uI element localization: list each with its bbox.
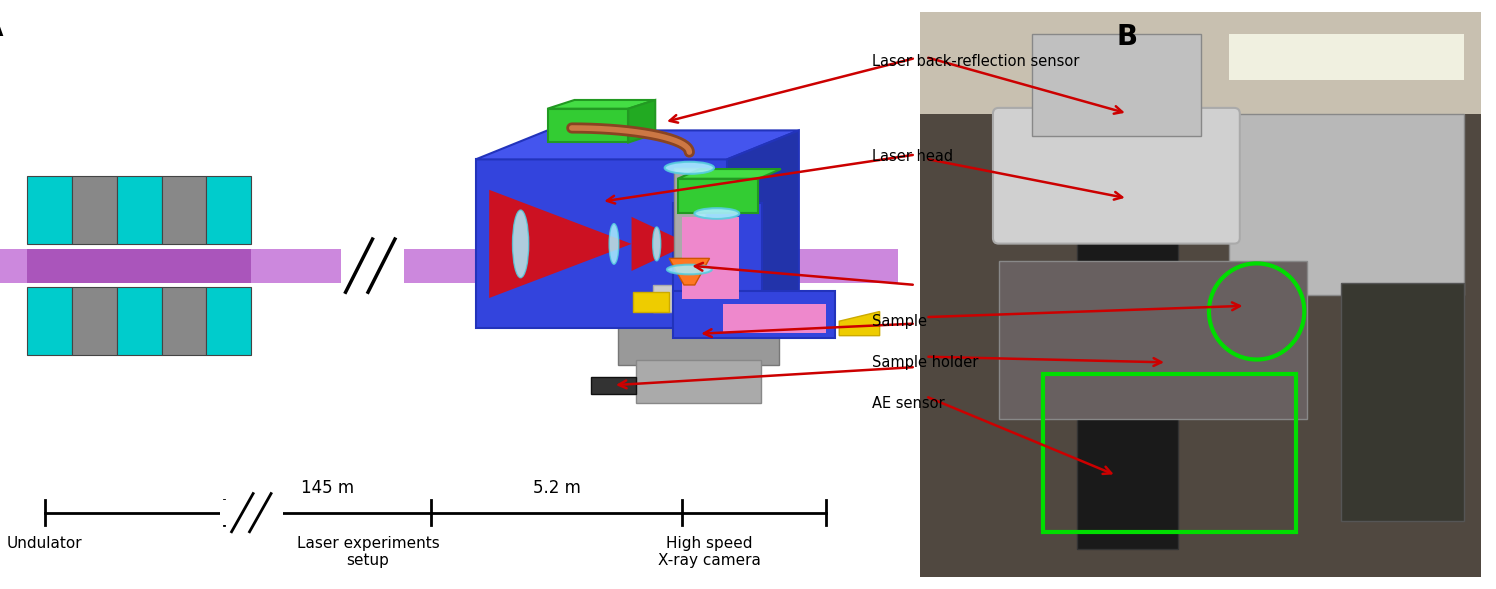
Bar	[1228, 34, 1465, 80]
Bar	[220, 500, 283, 525]
Bar	[1228, 114, 1465, 294]
Bar	[1077, 51, 1177, 549]
Bar	[72, 176, 117, 244]
Bar	[682, 217, 739, 299]
Polygon shape	[631, 217, 690, 271]
Bar	[618, 287, 779, 365]
Bar	[27, 287, 72, 355]
Bar	[117, 176, 162, 244]
Bar	[673, 291, 835, 338]
Bar	[27, 249, 251, 283]
Bar	[548, 108, 628, 143]
Text: AE sensor: AE sensor	[872, 396, 945, 411]
Text: Sample holder: Sample holder	[872, 355, 978, 370]
Ellipse shape	[652, 227, 661, 261]
Bar	[636, 360, 761, 403]
Polygon shape	[727, 130, 799, 329]
Polygon shape	[678, 169, 781, 178]
Ellipse shape	[664, 162, 714, 174]
Polygon shape	[839, 312, 880, 336]
Text: B: B	[1116, 23, 1137, 51]
Polygon shape	[476, 130, 799, 160]
Text: Laser head: Laser head	[872, 148, 953, 164]
Bar	[1340, 283, 1465, 521]
Bar	[998, 260, 1308, 419]
Polygon shape	[489, 190, 631, 298]
FancyBboxPatch shape	[1032, 34, 1200, 136]
Bar	[673, 203, 761, 309]
Bar	[1044, 373, 1296, 532]
Polygon shape	[548, 100, 655, 108]
Bar	[162, 176, 206, 244]
Polygon shape	[669, 259, 709, 285]
Bar	[476, 160, 727, 329]
Bar	[673, 168, 705, 259]
Bar	[723, 303, 826, 333]
Text: Undulator: Undulator	[7, 536, 82, 551]
Bar	[27, 176, 72, 244]
Polygon shape	[628, 100, 655, 143]
Text: A: A	[0, 15, 3, 42]
Ellipse shape	[694, 208, 739, 219]
Ellipse shape	[513, 210, 528, 278]
Bar	[654, 285, 685, 312]
FancyBboxPatch shape	[0, 249, 898, 283]
Text: High speed
X-ray camera: High speed X-ray camera	[658, 536, 760, 568]
Bar	[591, 377, 636, 393]
Bar	[162, 287, 206, 355]
Bar	[678, 178, 758, 213]
Bar	[72, 287, 117, 355]
Ellipse shape	[667, 264, 712, 274]
Bar	[206, 287, 251, 355]
Text: Laser experiments
setup: Laser experiments setup	[296, 536, 440, 568]
Text: 145 m: 145 m	[301, 479, 355, 497]
Bar	[920, 12, 1481, 114]
Bar	[206, 176, 251, 244]
Polygon shape	[633, 292, 669, 312]
FancyBboxPatch shape	[993, 108, 1240, 244]
Text: Sample: Sample	[872, 313, 928, 329]
Bar	[117, 287, 162, 355]
Text: Laser back-reflection sensor: Laser back-reflection sensor	[872, 54, 1080, 70]
Text: 5.2 m: 5.2 m	[533, 479, 580, 497]
Bar	[341, 241, 404, 290]
Ellipse shape	[609, 224, 619, 264]
